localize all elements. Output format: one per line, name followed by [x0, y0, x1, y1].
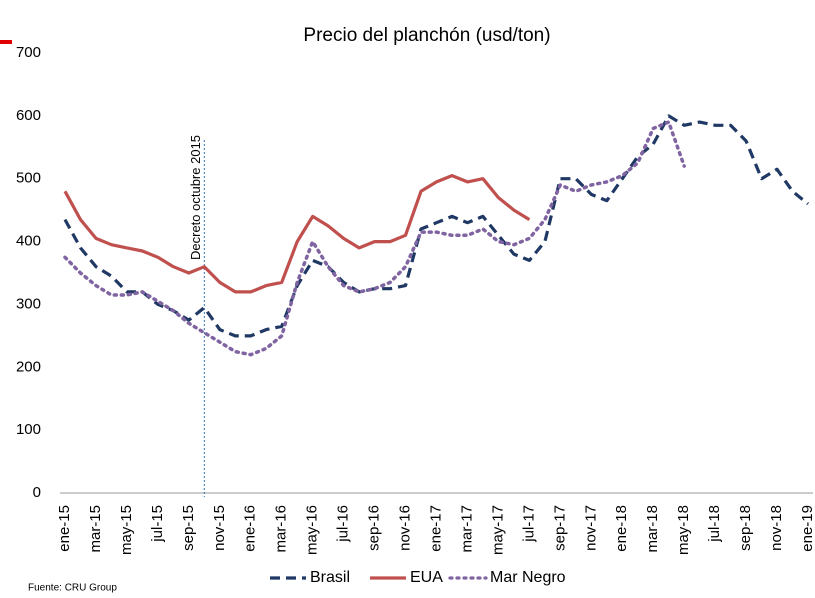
x-tick-label: nov-18 — [768, 505, 785, 551]
corner-mark — [0, 40, 12, 44]
x-tick-label: ene-18 — [613, 505, 630, 552]
x-tick-label: jul-17 — [520, 505, 537, 543]
y-tick-label: 300 — [16, 295, 41, 312]
x-tick-label: may-16 — [304, 505, 321, 555]
legend-label: Mar Negro — [490, 569, 566, 586]
x-tick-label: jul-15 — [149, 505, 166, 543]
series-line — [63, 114, 810, 338]
annotation-label: Decreto octubre 2015 — [188, 135, 203, 260]
y-tick-label: 100 — [16, 421, 41, 438]
source: Fuente: CRU Group — [28, 583, 117, 594]
y-tick-label: 0 — [33, 484, 41, 501]
x-tick-label: sep-16 — [366, 505, 383, 551]
x-tick-label: mar-17 — [458, 505, 475, 553]
series-line — [63, 174, 531, 294]
legend-label: Brasil — [310, 569, 350, 586]
x-tick-label: ene-17 — [427, 505, 444, 552]
y-tick-label: 400 — [16, 233, 41, 250]
chart-title: Precio del planchón (usd/ton) — [303, 25, 550, 46]
y-tick-label: 500 — [16, 170, 41, 187]
x-tick-label: mar-15 — [87, 505, 104, 553]
x-tick-label: sep-15 — [180, 505, 197, 551]
y-tick-label: 600 — [16, 107, 41, 124]
series-line — [63, 120, 686, 357]
x-tick-label: sep-18 — [737, 505, 754, 551]
x-tick-label: mar-16 — [273, 505, 290, 553]
x-tick-label: jul-18 — [706, 505, 723, 543]
x-tick-label: jul-16 — [335, 505, 352, 543]
legend-label: EUA — [410, 569, 443, 586]
x-tick-label: nov-15 — [211, 505, 228, 551]
x-tick-label: nov-16 — [397, 505, 414, 551]
x-tick-label: may-15 — [118, 505, 135, 555]
x-tick-label: nov-17 — [582, 505, 599, 551]
x-tick-label: sep-17 — [551, 505, 568, 551]
y-tick-label: 200 — [16, 358, 41, 375]
x-tick-label: may-17 — [489, 505, 506, 555]
x-tick-label: mar-18 — [644, 505, 661, 553]
x-tick-label: ene-15 — [56, 505, 73, 552]
x-tick-label: ene-16 — [242, 505, 259, 552]
x-tick-label: ene-19 — [799, 505, 815, 552]
x-tick-label: may-18 — [675, 505, 692, 555]
y-tick-label: 700 — [16, 44, 41, 61]
